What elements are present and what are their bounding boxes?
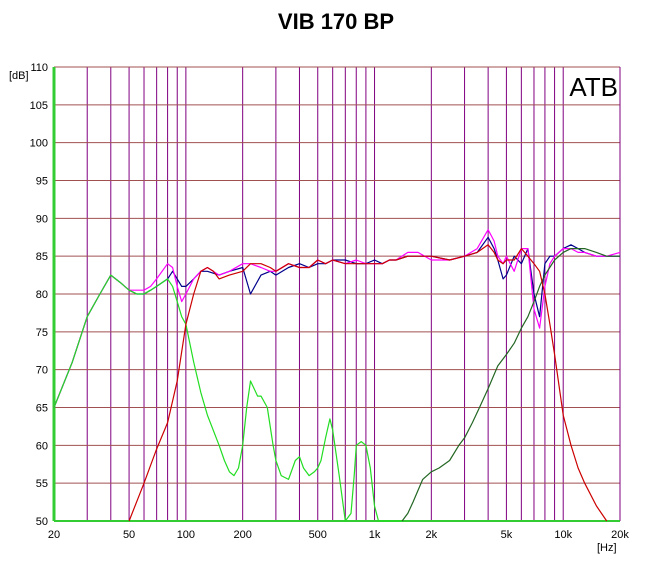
series-line-5 <box>128 244 608 522</box>
x-tick-label: 10k <box>554 529 572 541</box>
plot-series <box>53 229 621 522</box>
x-tick-label: 500 <box>309 529 327 541</box>
series-line-1 <box>53 236 620 408</box>
series-line-3 <box>53 274 403 522</box>
x-tick-label: 20k <box>611 529 629 541</box>
y-tick-label: 55 <box>36 478 48 490</box>
x-tick-label: 50 <box>123 529 135 541</box>
y-tick-label: 105 <box>30 100 48 112</box>
x-tick-label: 1k <box>369 529 381 541</box>
series-line-4 <box>401 248 620 522</box>
y-tick-label: 75 <box>36 327 48 339</box>
y-tick-label: 100 <box>30 138 48 150</box>
chart-title: VIB 170 BP <box>278 9 394 34</box>
chart-annotation: ATB <box>569 72 618 102</box>
y-tick-label: 80 <box>36 289 48 301</box>
y-tick-label: 70 <box>36 365 48 377</box>
y-tick-label: 50 <box>36 516 48 528</box>
x-tick-label: 2k <box>426 529 438 541</box>
y-tick-label: 85 <box>36 251 48 263</box>
y-tick-label: 95 <box>36 176 48 188</box>
plot-axes <box>52 67 621 522</box>
x-tick-label: 20 <box>48 529 60 541</box>
plot-grid <box>54 66 620 521</box>
x-tick-label: 200 <box>233 529 251 541</box>
y-tick-label: 110 <box>30 62 48 74</box>
x-tick-label: 100 <box>177 529 195 541</box>
x-tick-label: 5k <box>501 529 513 541</box>
y-tick-label: 60 <box>36 440 48 452</box>
y-tick-label: 90 <box>36 213 48 225</box>
y-tick-label: 65 <box>36 403 48 415</box>
x-axis-unit-label: [Hz] <box>597 542 617 554</box>
y-axis-unit-label: [dB] <box>9 70 29 82</box>
